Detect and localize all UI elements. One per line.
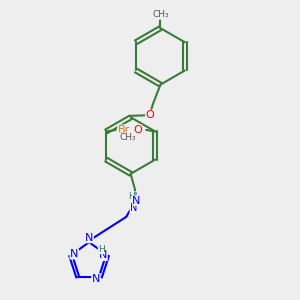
Text: CH₃: CH₃ [152, 10, 169, 19]
Text: H
N: H N [130, 192, 137, 213]
Text: Br: Br [118, 125, 130, 135]
Text: O: O [133, 125, 142, 135]
Text: H: H [98, 245, 105, 254]
Text: O: O [146, 110, 154, 120]
Text: N: N [92, 274, 100, 284]
Text: N: N [132, 196, 140, 206]
Text: N: N [85, 233, 93, 243]
Text: N: N [70, 249, 78, 259]
Text: H: H [128, 192, 135, 201]
Text: N: N [99, 250, 107, 260]
Text: CH₃: CH₃ [119, 133, 136, 142]
